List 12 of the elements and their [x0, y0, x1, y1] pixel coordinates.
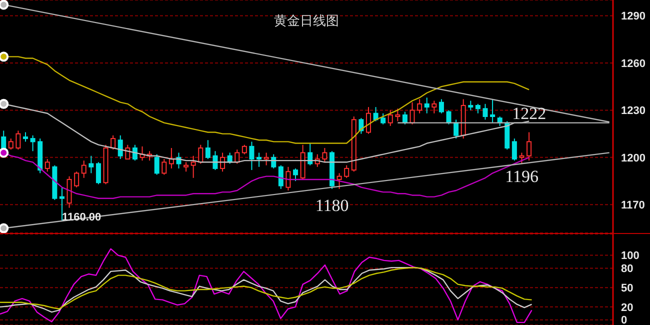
y-tick-label: 1230 — [621, 105, 646, 118]
y-tick-label: 50 — [621, 282, 634, 294]
y-tick-label: 1290 — [621, 10, 646, 23]
y-tick-label: 100 — [621, 250, 640, 262]
y-tick-label: 20 — [621, 302, 634, 314]
annotation: 1196 — [505, 166, 538, 186]
y-tick-label: 80 — [621, 263, 634, 276]
y-tick-label: 1260 — [621, 58, 646, 70]
text: 黄金日线图 — [273, 13, 340, 30]
y-tick-label: 1200 — [621, 152, 646, 164]
y-tick-label: 1170 — [621, 200, 645, 212]
y-tick-label: 0 — [621, 314, 628, 325]
